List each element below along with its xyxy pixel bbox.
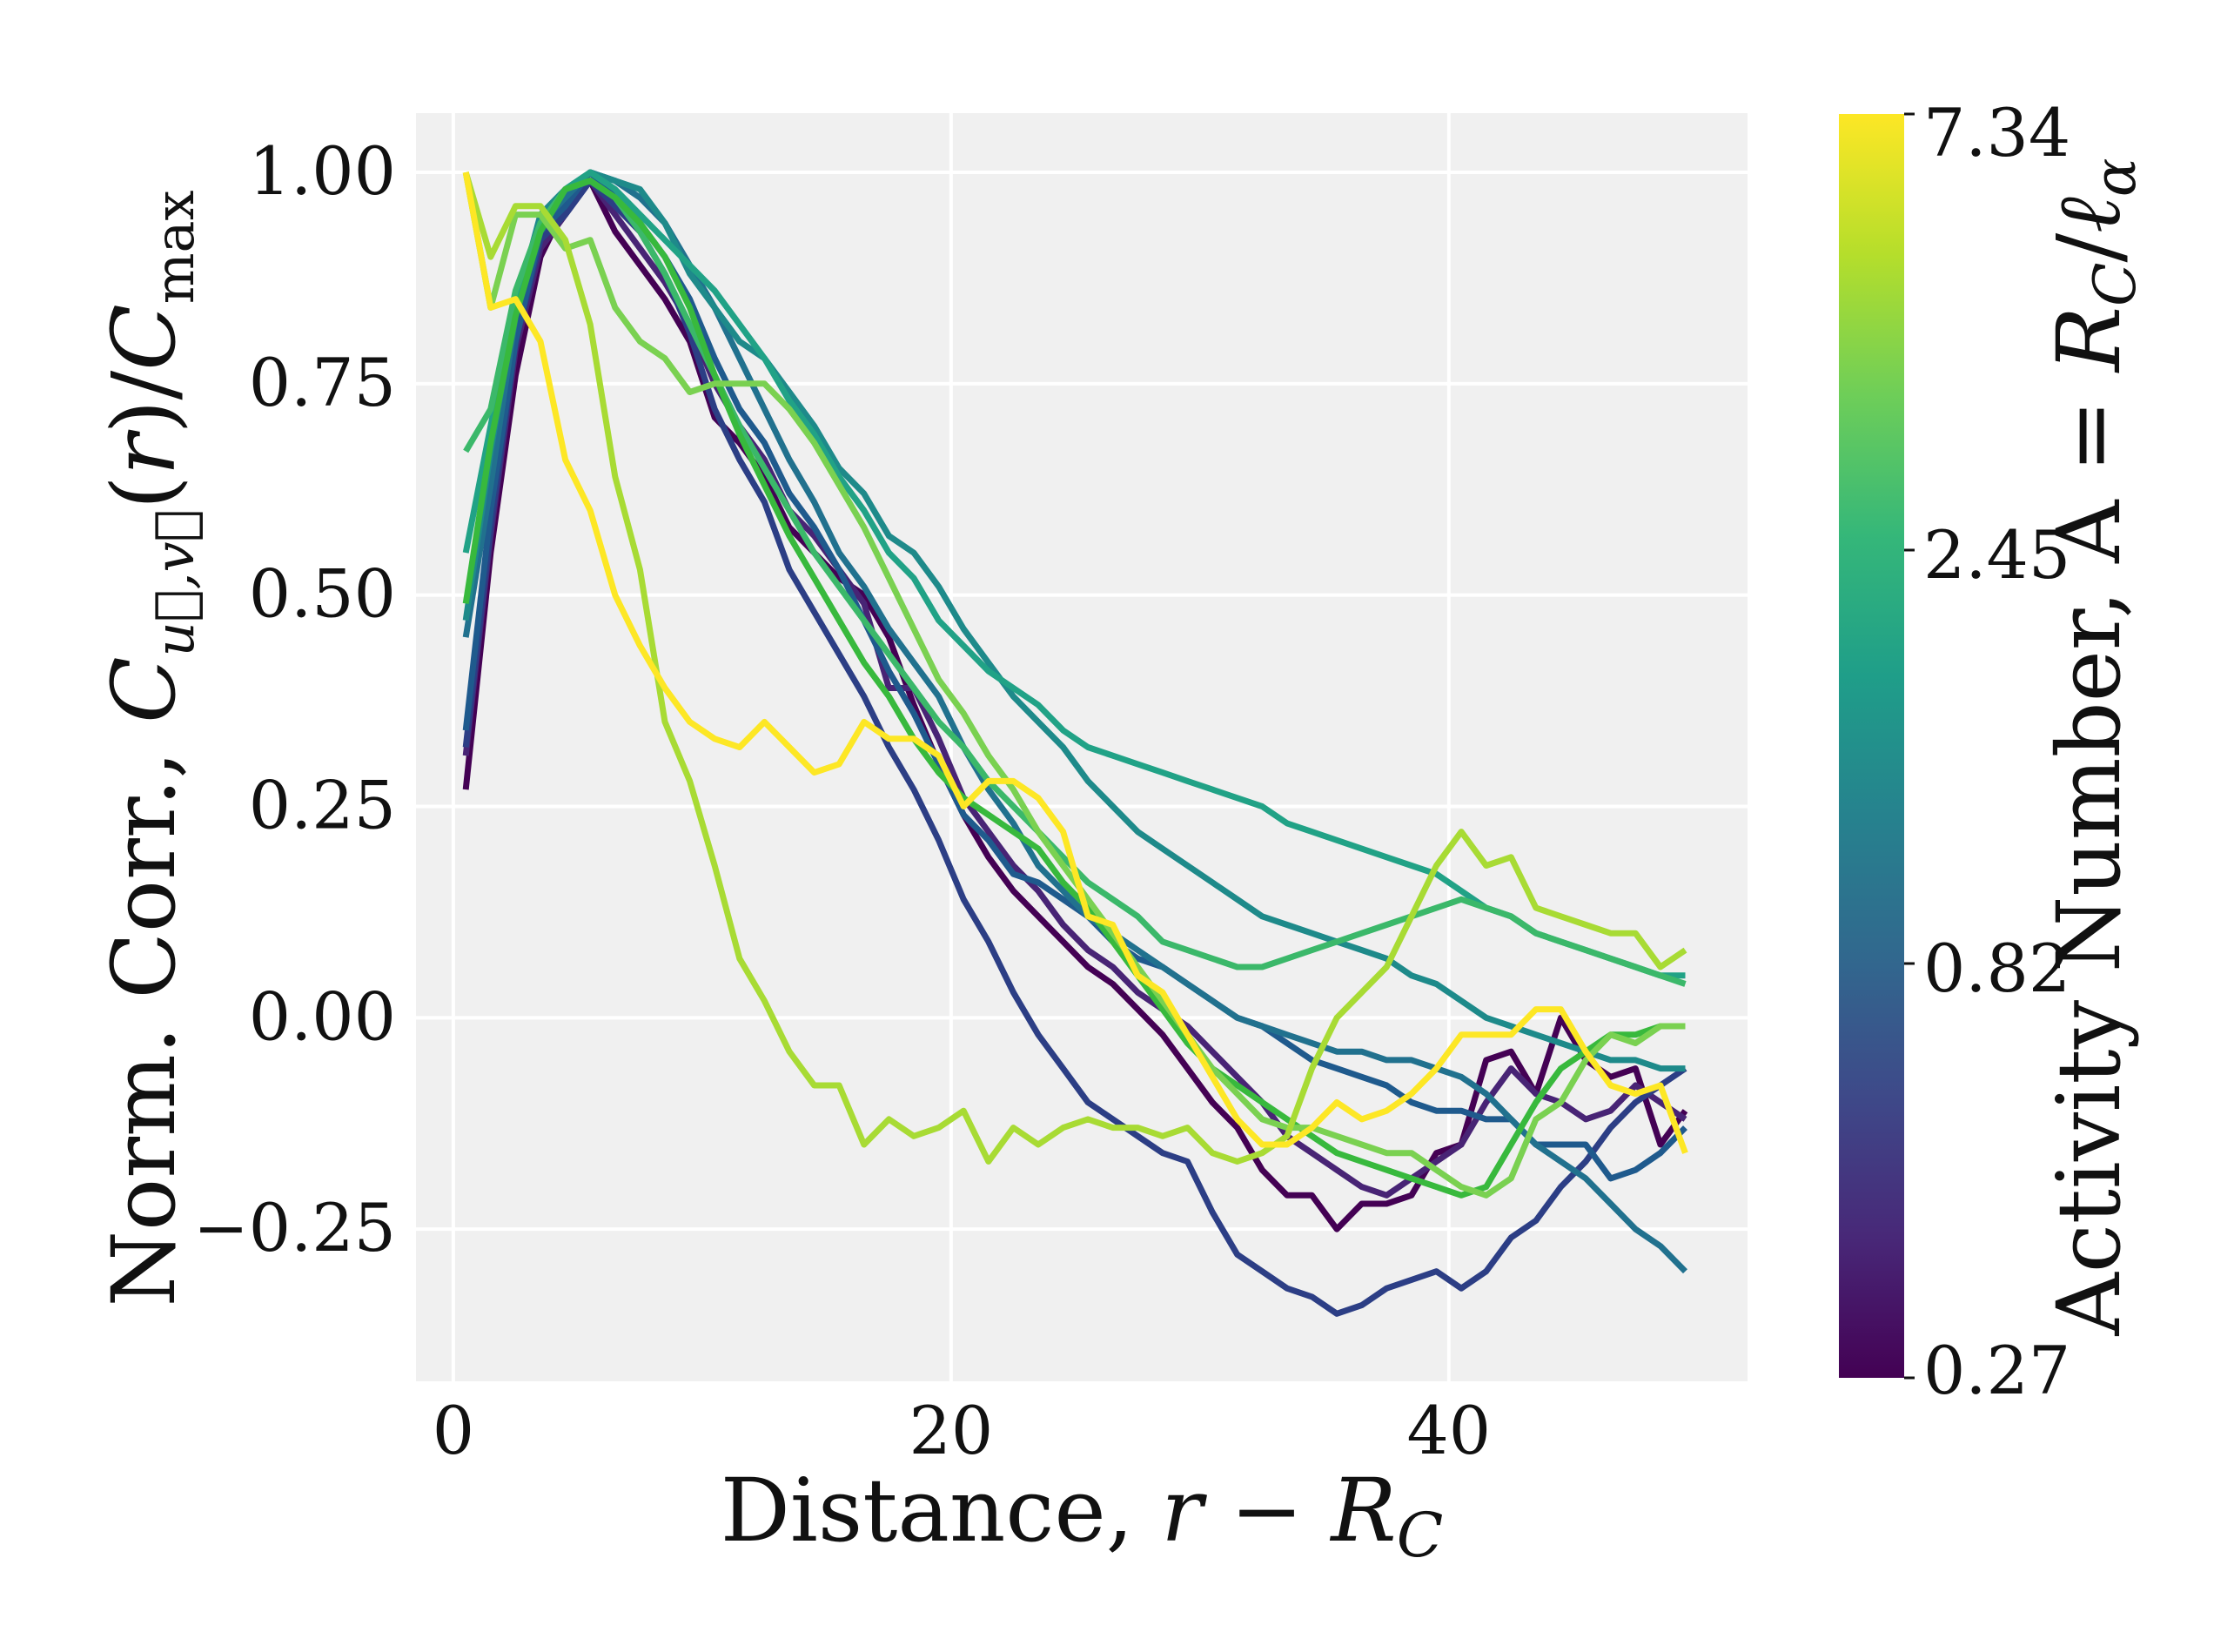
series-line-11 xyxy=(462,171,1687,1165)
series-line-12 xyxy=(462,171,1688,1154)
y-tick-label: 1.00 xyxy=(249,132,396,210)
y-axis-label: Norm. Corr., Cu⃗,v⃗(r)/Cmax xyxy=(93,190,206,1306)
colorbar-tick-label: 7.34 xyxy=(1923,94,2070,171)
x-tick-label: 20 xyxy=(909,1392,994,1469)
series-line-6 xyxy=(462,169,1686,1072)
y-tick-label: 0.50 xyxy=(249,555,396,633)
series-layer xyxy=(462,169,1688,1317)
colorbar-tick-label: 0.82 xyxy=(1923,930,2070,1007)
series-line-1 xyxy=(462,178,1688,1232)
y-tick-label: 0.75 xyxy=(249,344,396,421)
y-tick-label: 0.25 xyxy=(249,766,396,843)
colorbar-label: Activity Number, A = RC/ℓα xyxy=(2038,158,2149,1337)
colorbar-tick-label: 0.27 xyxy=(1923,1332,2070,1409)
grid xyxy=(416,113,1748,1381)
y-tick-label: 0.00 xyxy=(249,977,396,1055)
x-axis-ticks: 0 20 40 xyxy=(433,1392,1491,1469)
y-axis-ticks: 1.00 0.75 0.50 0.25 0.00 −0.25 xyxy=(193,132,396,1266)
y-tick-label: −0.25 xyxy=(193,1189,396,1266)
x-tick-label: 0 xyxy=(433,1392,474,1469)
colorbar-ticks: 7.34 2.45 0.82 0.27 xyxy=(1904,94,2070,1409)
series-line-9 xyxy=(462,178,1686,1199)
x-tick-label: 40 xyxy=(1406,1392,1491,1469)
colorbar xyxy=(1839,114,1904,1378)
colorbar-tick-label: 2.45 xyxy=(1923,516,2070,594)
plot-background xyxy=(416,113,1748,1381)
x-axis-label: Distance, r − RC xyxy=(721,1460,1444,1571)
